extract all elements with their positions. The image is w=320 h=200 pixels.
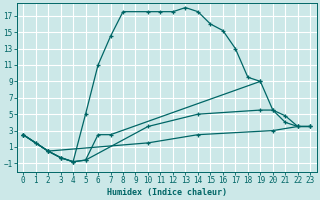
- X-axis label: Humidex (Indice chaleur): Humidex (Indice chaleur): [107, 188, 227, 197]
